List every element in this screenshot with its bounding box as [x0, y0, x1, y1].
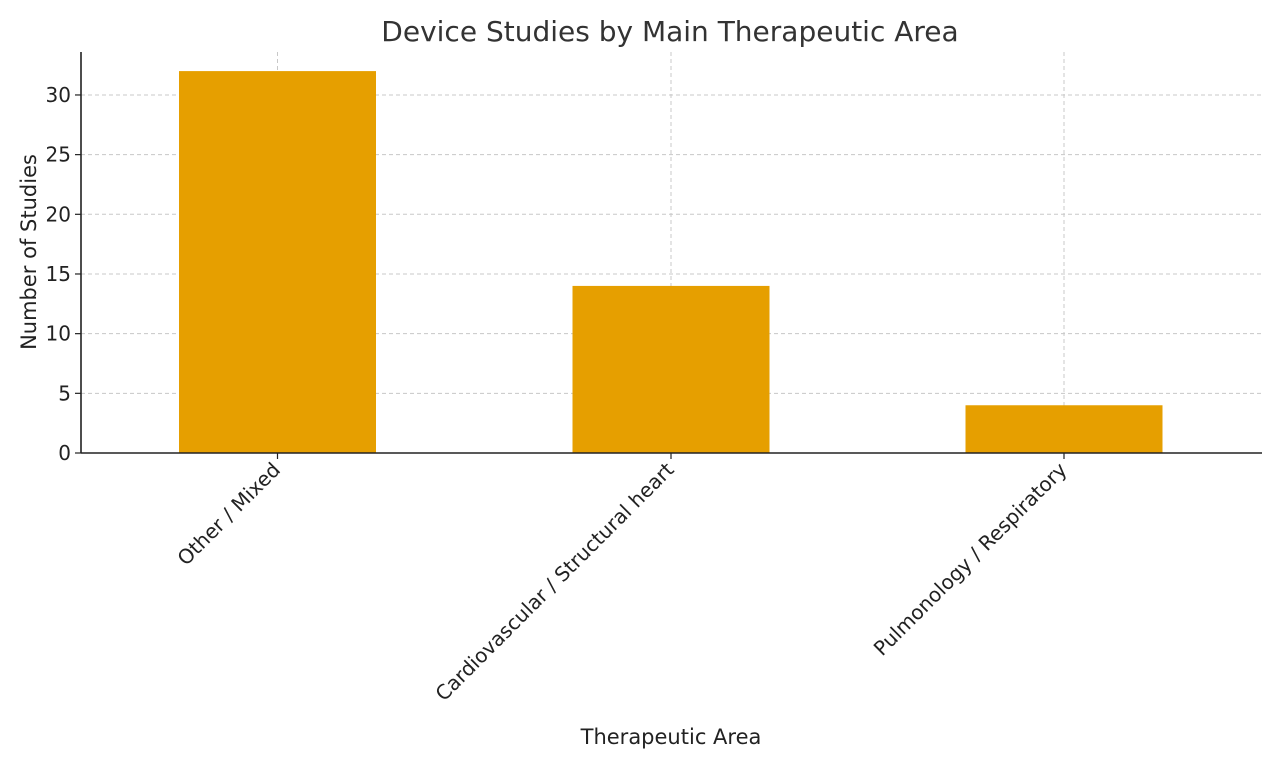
x-tick-label: Pulmonology / Respiratory: [869, 457, 1072, 660]
chart-title: Device Studies by Main Therapeutic Area: [381, 15, 958, 48]
bar-pulmonology-respiratory: [965, 405, 1163, 453]
y-tick-label: 20: [46, 202, 71, 226]
y-tick-label: 25: [46, 143, 71, 167]
y-tick-label: 0: [58, 441, 71, 465]
y-tick-labels: 0 5 10 15 20 25 30: [46, 83, 81, 465]
x-tick-labels: Other / Mixed Cardiovascular / Structural…: [172, 453, 1072, 706]
y-axis-label: Number of Studies: [17, 154, 41, 350]
bar-other-mixed: [179, 71, 376, 453]
y-tick-label: 15: [46, 262, 71, 286]
bar-cardiovascular-structural-heart: [572, 285, 770, 453]
bars: [179, 71, 1163, 453]
y-tick-label: 30: [46, 83, 71, 107]
x-axis-label: Therapeutic Area: [580, 725, 762, 749]
y-tick-label: 5: [58, 381, 71, 405]
x-tick-label: Cardiovascular / Structural heart: [430, 457, 678, 705]
y-tick-label: 10: [46, 322, 71, 346]
x-tick-label: Other / Mixed: [172, 458, 285, 571]
